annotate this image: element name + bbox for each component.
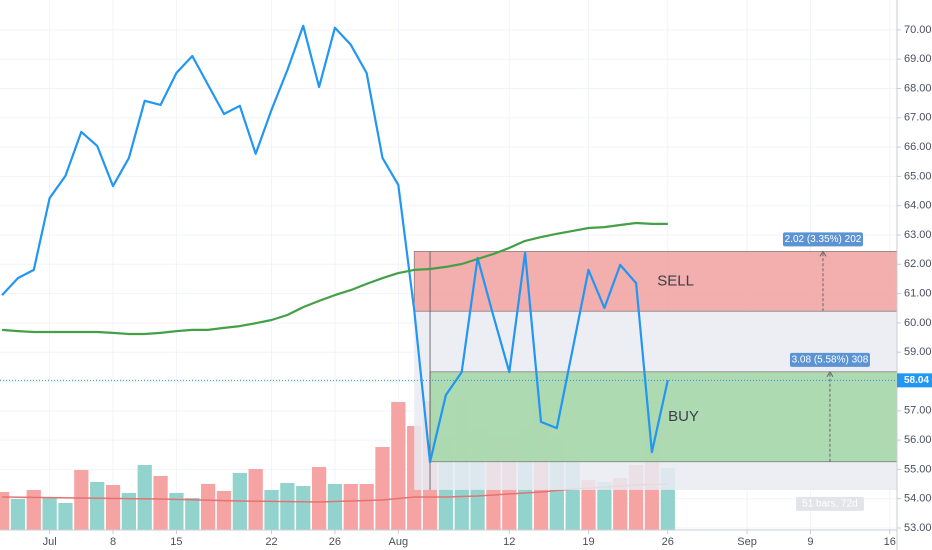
y-tick-label: 62.00: [904, 258, 932, 270]
x-tick-label: Jul: [43, 536, 57, 548]
x-tick-label: 9: [807, 536, 813, 548]
range-tag: [795, 496, 864, 511]
x-tick-label: 22: [265, 536, 277, 548]
y-tick-label: 65.00: [904, 170, 932, 182]
y-tick-label: 59.00: [904, 346, 932, 358]
volume-bar: [216, 491, 232, 530]
x-tick-label: Aug: [389, 536, 409, 548]
volume-bar: [10, 499, 26, 530]
y-tick-label: 64.00: [904, 200, 932, 212]
y-tick-label: 57.00: [904, 405, 932, 417]
volume-bar: [105, 485, 121, 530]
y-tick-label: 69.00: [904, 53, 932, 65]
y-tick-label: 61.00: [904, 288, 932, 300]
series-line: [1, 24, 669, 464]
zone-label: BUY: [668, 408, 699, 425]
volume-bar: [121, 493, 137, 530]
volume-bar: [42, 497, 57, 530]
x-tick-label: 15: [170, 536, 182, 548]
y-tick-label: 70.00: [904, 24, 932, 36]
volume-bar: [74, 470, 89, 530]
volume-bar: [296, 486, 311, 530]
x-tick-label: 26: [329, 536, 341, 548]
x-tick-label: 19: [582, 536, 594, 548]
x-tick-label: 26: [662, 536, 674, 548]
last-price-label: 58.04: [904, 375, 929, 386]
volume-bar: [311, 467, 327, 530]
measure-label: 2.02 (3.35%) 202: [785, 234, 862, 245]
volume-bar: [90, 482, 105, 530]
range-label: 51 bars, 72d: [802, 499, 858, 510]
measure-label: 3.08 (5.58%) 308: [792, 354, 869, 365]
zone-label: SELL: [657, 272, 694, 289]
volume-bar: [343, 484, 358, 530]
volume-bar: [200, 484, 216, 530]
volume-bar: [613, 478, 628, 530]
x-tick-label: 16: [884, 536, 896, 548]
series-line: [2, 221, 668, 336]
y-tick-label: 66.00: [904, 141, 932, 153]
volume-bar: [391, 402, 406, 530]
volume-bar: [359, 484, 374, 530]
volume-bar: [581, 480, 596, 530]
measure-tag: [782, 232, 863, 247]
volume-bar: [327, 484, 343, 530]
y-tick-label: 55.00: [904, 463, 932, 475]
measure-arrow: [826, 370, 834, 378]
y-tick-label: 67.00: [904, 112, 932, 124]
y-tick-label: 56.00: [904, 434, 932, 446]
volume-bar: [169, 493, 184, 530]
x-tick-label: 12: [503, 536, 515, 548]
volume-bar: [375, 447, 390, 530]
last-price-tag: [897, 373, 932, 388]
volume-bar: [0, 492, 10, 530]
measure-tag: [789, 352, 870, 367]
measure-arrow: [819, 250, 827, 257]
y-tick-label: 53.00: [904, 522, 932, 534]
volume-bar: [137, 465, 152, 530]
lines: [0, 24, 897, 464]
volume-bar: [58, 503, 73, 530]
zone: [413, 251, 898, 312]
volume-bar: [280, 483, 295, 530]
x-tick-label: Sep: [737, 536, 757, 548]
y-tick-label: 63.00: [904, 229, 932, 241]
volume-bar: [26, 490, 41, 530]
volume-bar: [153, 476, 168, 530]
y-tick-label: 68.00: [904, 82, 932, 94]
volume-bar: [185, 498, 200, 530]
volume-bar: [248, 469, 263, 530]
volume-bar: [264, 490, 279, 530]
x-tick-label: 8: [110, 536, 116, 548]
volume-bar: [597, 482, 612, 530]
y-tick-label: 54.00: [904, 493, 932, 505]
zones: SELL BUY 2.02 (3.35%) 202 3.08 (5.58%) 308 5…: [413, 232, 898, 511]
y-tick-label: 60.00: [904, 317, 932, 329]
zone: [429, 371, 898, 463]
